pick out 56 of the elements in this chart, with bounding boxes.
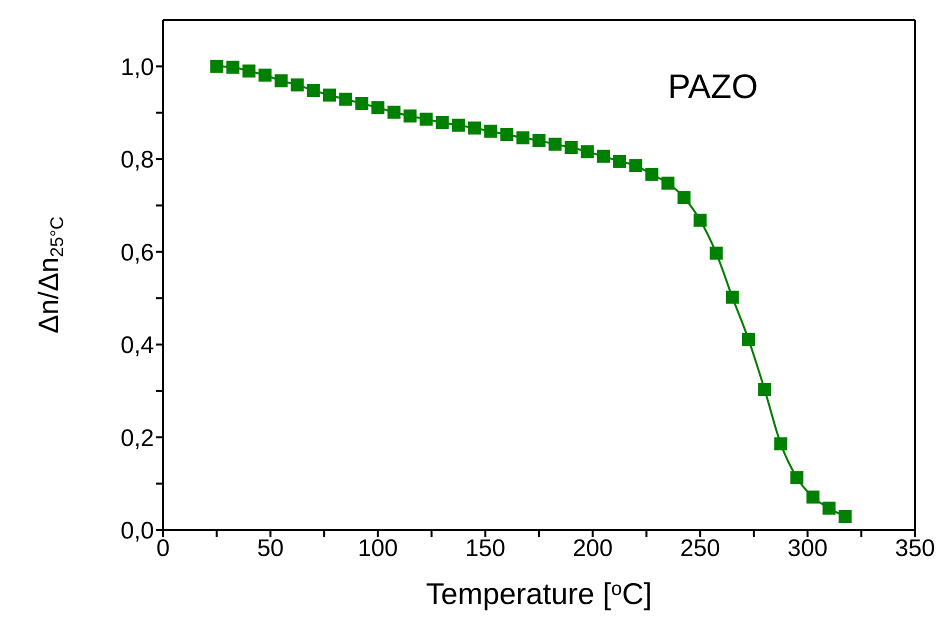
point xyxy=(661,176,674,190)
point xyxy=(371,101,384,114)
point xyxy=(710,246,723,260)
point xyxy=(468,122,482,135)
x-tick-label: 150 xyxy=(465,535,506,562)
y-tick-label: 0,4 xyxy=(120,332,154,360)
point xyxy=(645,168,658,181)
point xyxy=(694,214,707,227)
point xyxy=(436,116,449,129)
point xyxy=(629,159,642,172)
point xyxy=(323,88,336,102)
point xyxy=(339,92,352,106)
x-tick-label: 300 xyxy=(788,535,828,562)
point xyxy=(258,68,272,82)
x-tick-label: 350 xyxy=(894,535,936,562)
x-axis-title: Temperature [$^{o}$C] xyxy=(426,578,652,611)
point xyxy=(210,60,224,73)
point xyxy=(806,490,820,504)
point xyxy=(726,290,739,304)
series-label: PAZO xyxy=(668,68,758,106)
point xyxy=(613,154,626,168)
point xyxy=(387,106,400,119)
point xyxy=(484,124,498,138)
point xyxy=(532,134,546,148)
point xyxy=(758,383,772,396)
point xyxy=(822,502,836,515)
point xyxy=(290,78,304,92)
point xyxy=(355,96,368,110)
point xyxy=(774,437,788,450)
x-tick-label: 200 xyxy=(572,535,613,562)
point xyxy=(548,138,562,151)
point xyxy=(838,510,852,524)
point xyxy=(404,109,417,122)
point xyxy=(596,150,610,163)
point xyxy=(420,112,433,126)
x-tick-label: 0 xyxy=(156,535,170,562)
x-tick-label: 250 xyxy=(680,535,720,562)
point xyxy=(790,471,804,484)
point xyxy=(500,128,514,142)
point xyxy=(564,141,578,154)
x-tick-label: 50 xyxy=(257,535,284,562)
y-tick-label: 0,6 xyxy=(120,239,154,266)
point xyxy=(452,118,465,132)
point xyxy=(580,145,594,158)
y-tick-label: 0,2 xyxy=(120,424,154,452)
y-tick-label: 0,0 xyxy=(120,518,154,545)
point xyxy=(306,84,320,97)
point xyxy=(274,74,288,88)
point xyxy=(226,60,240,74)
point xyxy=(242,64,256,78)
x-tick-label: 100 xyxy=(358,535,398,562)
point xyxy=(742,332,755,346)
y-tick-label: 1,0 xyxy=(120,54,154,81)
point xyxy=(516,131,530,144)
point xyxy=(678,191,691,204)
y-tick-label: 0,8 xyxy=(120,146,154,174)
